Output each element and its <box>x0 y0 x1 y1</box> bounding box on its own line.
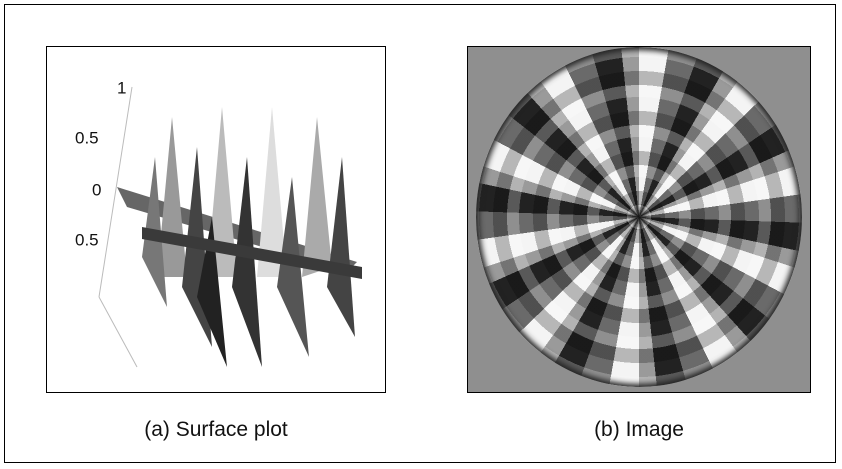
surface-plot-panel: 1 0.5 0 0.5 <box>46 46 386 393</box>
z-tick-label: 0 <box>92 180 101 199</box>
radial-pattern-image <box>476 47 802 387</box>
caption: (b) Image <box>467 418 811 442</box>
axis-line <box>99 297 137 367</box>
z-tick-label: 1 <box>117 78 126 97</box>
image-panel <box>467 46 811 393</box>
caption: (a) Surface plot <box>46 418 386 442</box>
z-tick-label: 0.5 <box>75 230 99 249</box>
z-tick-label: 0.5 <box>75 128 99 147</box>
surface-plot: 1 0.5 0 0.5 <box>47 47 385 391</box>
page: 1 0.5 0 0.5 (a) Surface plot (b) Image {… <box>0 0 842 469</box>
